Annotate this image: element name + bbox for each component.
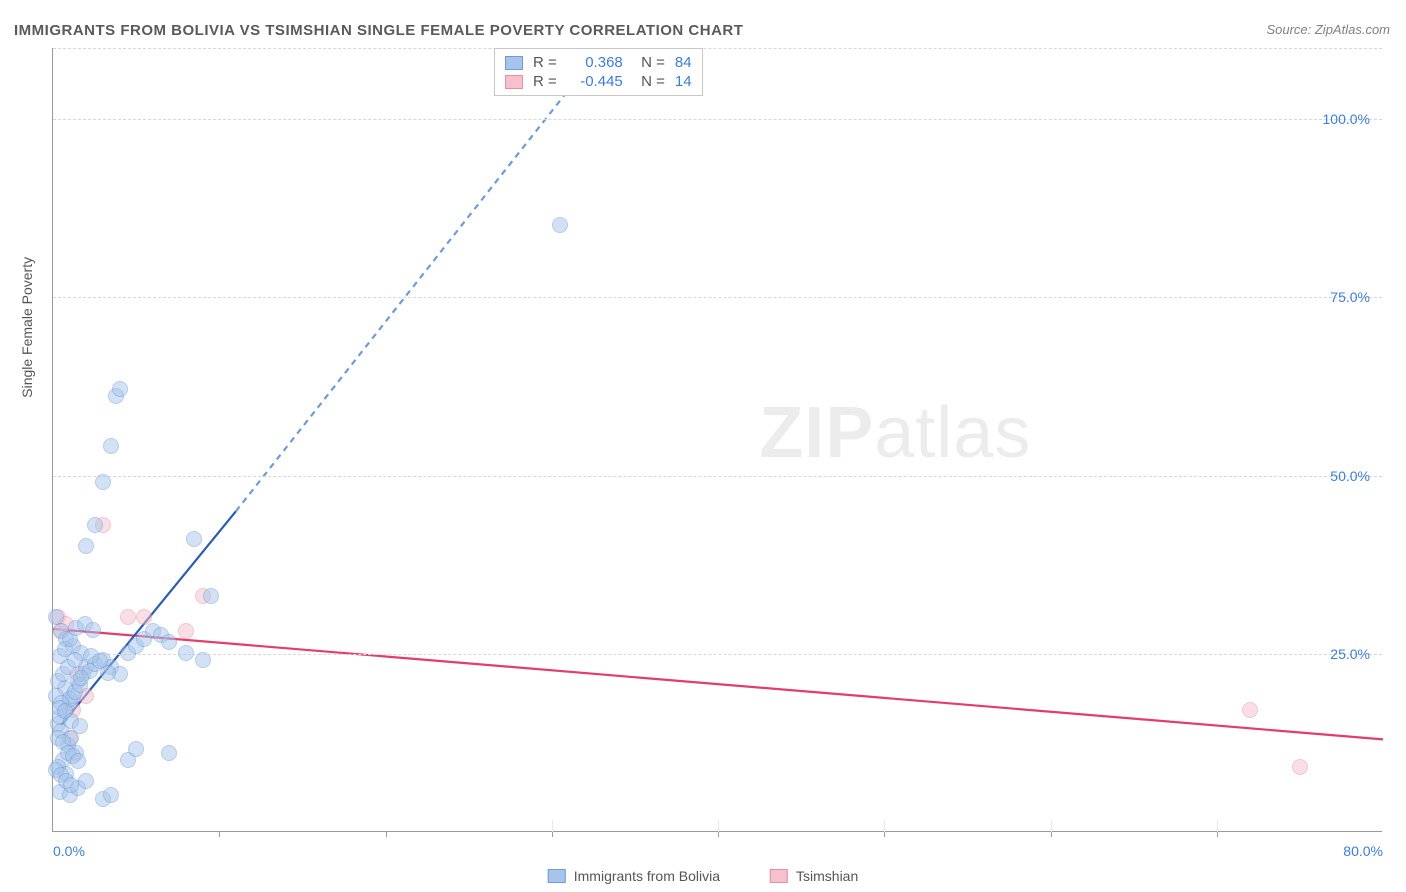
bottom-legend: Immigrants from Bolivia Tsimshian [548,868,859,884]
scatter-point [112,381,128,397]
trend-line [236,48,602,511]
scatter-point [78,538,94,554]
stat-n-tsimshian: 14 [675,73,692,90]
stat-r-bolivia: 0.368 [567,54,623,71]
scatter-point [552,217,568,233]
scatter-point [73,670,89,686]
gridline-h [53,297,1382,298]
swatch-bolivia [505,56,523,70]
chart-title: IMMIGRANTS FROM BOLIVIA VS TSIMSHIAN SIN… [14,22,743,39]
gridline-h [53,476,1382,477]
scatter-point [95,474,111,490]
gridline-h [53,48,1382,49]
plot-area: Single Female Poverty 25.0%50.0%75.0%100… [52,48,1382,832]
y-axis-label: Single Female Poverty [19,256,35,397]
trend-line [53,629,1383,739]
y-tick-label: 75.0% [1330,289,1370,305]
x-tick [219,831,220,837]
scatter-point [128,741,144,757]
scatter-point [1292,759,1308,775]
stats-legend: R = 0.368 N = 84 R = -0.445 N = 14 [494,48,703,96]
gridline-h [53,654,1382,655]
y-tick-label: 50.0% [1330,468,1370,484]
scatter-point [161,634,177,650]
gridline-v [1051,820,1052,832]
scatter-point [70,753,86,769]
scatter-point [103,787,119,803]
stat-n-bolivia: 84 [675,54,692,71]
x-tick-label: 80.0% [1343,843,1383,859]
scatter-point [120,609,136,625]
scatter-point [203,588,219,604]
scatter-point [103,438,119,454]
legend-label-tsimshian: Tsimshian [796,868,858,884]
scatter-point [178,623,194,639]
x-tick [386,831,387,837]
gridline-v [1217,820,1218,832]
legend-label-bolivia: Immigrants from Bolivia [574,868,720,884]
stats-row-bolivia: R = 0.368 N = 84 [505,53,692,72]
legend-swatch-tsimshian [770,869,788,883]
scatter-point [1242,702,1258,718]
x-tick-label: 0.0% [53,843,85,859]
stat-r-tsimshian: -0.445 [567,73,623,90]
scatter-point [63,777,79,793]
legend-swatch-bolivia [548,869,566,883]
plot-svg [53,48,1383,832]
scatter-point [186,531,202,547]
scatter-point [195,652,211,668]
gridline-v [718,820,719,832]
stat-r-label: R = [533,73,557,90]
scatter-point [72,718,88,734]
swatch-tsimshian [505,75,523,89]
gridline-v [884,820,885,832]
gridline-h [53,119,1382,120]
gridline-v [552,820,553,832]
legend-item-tsimshian: Tsimshian [770,868,858,884]
scatter-point [161,745,177,761]
source-attribution: Source: ZipAtlas.com [1266,22,1390,37]
stat-n-label: N = [633,54,665,71]
scatter-point [100,665,116,681]
stat-n-label: N = [633,73,665,90]
stats-row-tsimshian: R = -0.445 N = 14 [505,72,692,91]
scatter-point [178,645,194,661]
scatter-point [85,622,101,638]
scatter-point [87,517,103,533]
stat-r-label: R = [533,54,557,71]
scatter-point [78,773,94,789]
legend-item-bolivia: Immigrants from Bolivia [548,868,720,884]
y-tick-label: 100.0% [1323,111,1370,127]
y-tick-label: 25.0% [1330,646,1370,662]
